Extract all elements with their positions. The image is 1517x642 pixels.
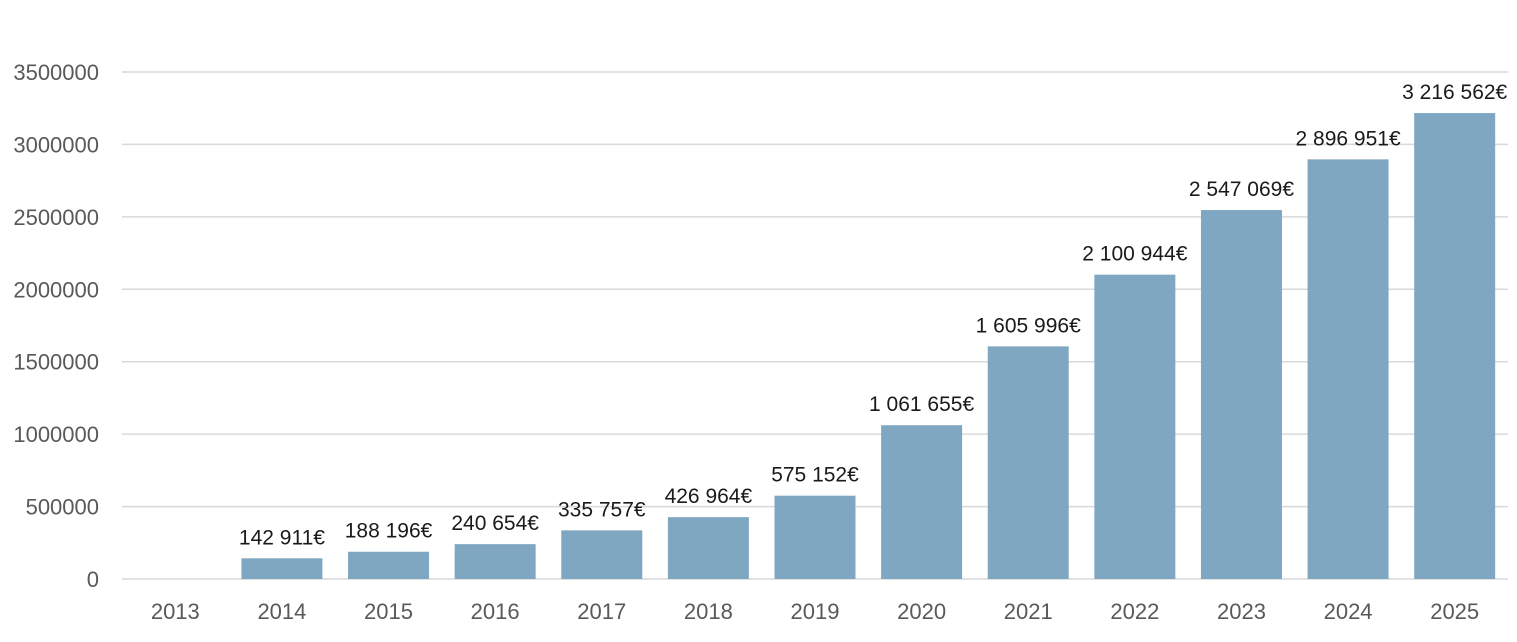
x-tick-label: 2023 — [1217, 599, 1266, 624]
x-tick-label: 2016 — [471, 599, 520, 624]
bar — [1307, 159, 1389, 579]
data-label: 335 757€ — [558, 498, 646, 521]
data-label: 2 100 944€ — [1082, 243, 1187, 266]
x-tick-label: 2013 — [151, 599, 200, 624]
bar — [454, 544, 536, 579]
y-tick-label: 0 — [87, 567, 99, 592]
data-label: 142 911€ — [239, 526, 325, 549]
x-tick-label: 2025 — [1430, 599, 1479, 624]
y-tick-label: 2500000 — [13, 205, 99, 230]
y-tick-label: 3500000 — [13, 60, 99, 85]
bar — [881, 425, 963, 579]
x-tick-label: 2022 — [1110, 599, 1159, 624]
data-labels: 142 911€ 188 196€ 240 654€ 335 757€ 426 964€… — [239, 81, 1508, 549]
bar — [667, 517, 749, 579]
bar — [774, 495, 856, 579]
y-tick-label: 500000 — [26, 495, 99, 520]
y-axis: 0 500000 1000000 1500000 2000000 2500000 30000… — [13, 60, 99, 592]
y-tick-label: 2000000 — [13, 277, 99, 302]
data-label: 2 896 951€ — [1296, 127, 1401, 150]
bar — [1414, 113, 1496, 580]
data-label: 426 964€ — [665, 485, 753, 508]
x-tick-label: 2020 — [897, 599, 946, 624]
x-tick-label: 2024 — [1324, 599, 1373, 624]
x-tick-label: 2018 — [684, 599, 733, 624]
y-tick-label: 1500000 — [13, 350, 99, 375]
bars — [241, 113, 1496, 580]
gridlines — [122, 71, 1508, 580]
data-label: 575 152€ — [771, 464, 859, 487]
y-tick-label: 1000000 — [13, 422, 99, 447]
x-tick-label: 2019 — [791, 599, 840, 624]
y-tick-label: 3000000 — [13, 132, 99, 157]
x-tick-label: 2021 — [1004, 599, 1053, 624]
x-tick-label: 2017 — [577, 599, 626, 624]
bar — [987, 346, 1069, 579]
data-label: 240 654€ — [451, 512, 539, 535]
data-label: 188 196€ — [345, 520, 433, 543]
bar — [1200, 210, 1282, 579]
data-label: 2 547 069€ — [1189, 178, 1294, 201]
bar — [1094, 274, 1176, 579]
x-tick-label: 2015 — [364, 599, 413, 624]
data-label: 3 216 562€ — [1402, 81, 1507, 104]
bar — [561, 530, 643, 579]
data-label: 1 605 996€ — [976, 314, 1081, 337]
x-tick-label: 2014 — [257, 599, 306, 624]
x-axis: 2013 2014 2015 2016 2017 2018 2019 2020 2021 2022… — [151, 599, 1479, 624]
bar — [348, 551, 430, 579]
data-label: 1 061 655€ — [869, 393, 974, 416]
bar — [241, 558, 323, 579]
